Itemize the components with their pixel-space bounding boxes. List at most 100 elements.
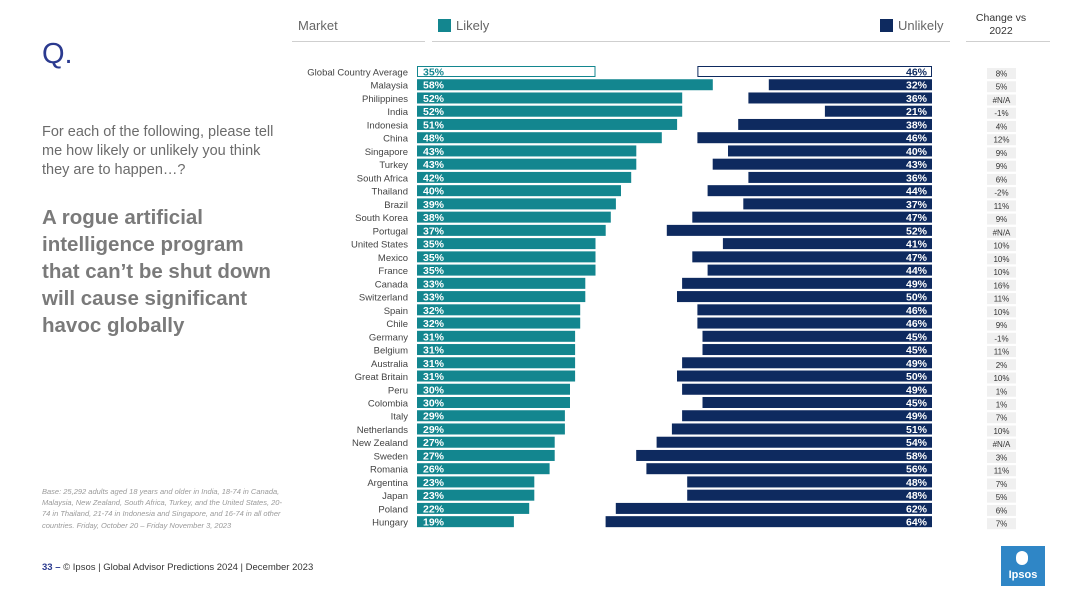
- change-value: 10%: [993, 255, 1009, 264]
- change-value: 5%: [996, 83, 1008, 92]
- change-box: [987, 226, 1016, 238]
- likely-value-label: 40%: [423, 186, 445, 198]
- header-rule-change: [966, 41, 1050, 42]
- likely-bar: [417, 277, 586, 289]
- likely-bar: [417, 79, 713, 91]
- unlikely-value-label: 49%: [906, 358, 928, 370]
- likely-bar: [417, 145, 637, 157]
- unlikely-value-label: 46%: [906, 133, 928, 145]
- unlikely-value-label: 49%: [906, 411, 928, 423]
- change-box: [987, 253, 1016, 265]
- change-value: #N/A: [993, 440, 1011, 449]
- change-value: -1%: [994, 109, 1008, 118]
- change-box: [987, 187, 1016, 199]
- market-label: Colombia: [368, 399, 409, 410]
- likely-bar: [417, 330, 576, 342]
- ipsos-logo-mark: [1016, 551, 1028, 565]
- market-label: Global Country Average: [307, 68, 408, 79]
- market-label: Brazil: [384, 200, 408, 211]
- change-value: 8%: [996, 70, 1008, 79]
- change-box: [987, 465, 1016, 477]
- change-box: [987, 68, 1016, 79]
- market-label: Australia: [371, 359, 409, 370]
- unlikely-bar: [682, 357, 932, 369]
- unlikely-value-label: 46%: [906, 67, 928, 79]
- change-value: 4%: [996, 122, 1008, 131]
- unlikely-value-label: 54%: [906, 437, 928, 449]
- unlikely-bar: [677, 291, 932, 303]
- change-value: 10%: [993, 308, 1009, 317]
- likely-bar: [417, 357, 576, 369]
- likely-bar: [417, 211, 611, 223]
- likely-value-label: 43%: [423, 159, 445, 171]
- likely-value-label: 27%: [423, 450, 445, 462]
- unlikely-bar: [692, 211, 932, 223]
- change-value: 9%: [996, 321, 1008, 330]
- unlikely-bar: [712, 158, 932, 170]
- unlikely-bar: [738, 118, 932, 130]
- change-box: [987, 491, 1016, 503]
- change-value: 2%: [996, 361, 1008, 370]
- likely-bar: [417, 476, 535, 488]
- likely-bar: [417, 397, 570, 408]
- likely-bar: [417, 105, 683, 117]
- likely-value-label: 39%: [423, 199, 445, 211]
- change-value: -2%: [994, 189, 1008, 198]
- market-label: Sweden: [374, 451, 408, 462]
- unlikely-value-label: 56%: [906, 464, 928, 476]
- unlikely-value-label: 36%: [906, 93, 928, 105]
- market-label: Singapore: [365, 147, 408, 158]
- change-box: [987, 332, 1016, 344]
- unlikely-value-label: 44%: [906, 265, 928, 277]
- unlikely-bar: [707, 185, 932, 197]
- footer: 33 – © Ipsos | Global Advisor Prediction…: [42, 562, 313, 573]
- likely-bar: [417, 118, 678, 130]
- change-box: [987, 306, 1016, 318]
- change-value: 11%: [994, 348, 1009, 357]
- unlikely-bar: [682, 410, 932, 422]
- unlikely-bar: [697, 66, 933, 77]
- likely-bar: [417, 516, 514, 528]
- likely-bar: [417, 410, 565, 422]
- market-label: United States: [351, 240, 408, 251]
- unlikely-value-label: 64%: [906, 517, 928, 529]
- unlikely-value-label: 46%: [906, 305, 928, 317]
- unlikely-value-label: 38%: [906, 119, 928, 131]
- unlikely-value-label: 36%: [906, 172, 928, 184]
- unlikely-bar: [697, 304, 932, 316]
- unlikely-bar: [615, 502, 932, 514]
- market-label: Great Britain: [355, 372, 408, 383]
- likely-value-label: 22%: [423, 503, 445, 515]
- likely-bar: [417, 344, 576, 356]
- market-label: Chile: [386, 319, 408, 330]
- change-value: 7%: [996, 480, 1008, 489]
- change-box: [987, 279, 1016, 291]
- market-label: New Zealand: [352, 438, 408, 449]
- likely-value-label: 23%: [423, 490, 445, 502]
- market-label: Argentina: [367, 478, 408, 489]
- likely-value-label: 29%: [423, 411, 445, 423]
- likely-value-label: 26%: [423, 464, 445, 476]
- question-text: For each of the following, please tell m…: [42, 124, 274, 178]
- change-box: [987, 504, 1016, 516]
- unlikely-bar: [677, 370, 932, 382]
- unlikely-bar: [728, 145, 932, 157]
- likely-bar: [417, 370, 576, 382]
- likely-value-label: 30%: [423, 398, 445, 410]
- header-unlikely: Unlikely: [898, 18, 944, 33]
- unlikely-bar: [702, 397, 932, 408]
- unlikely-bar: [707, 264, 932, 276]
- header-market: Market: [298, 18, 338, 33]
- likely-value-label: 35%: [423, 252, 445, 264]
- change-value: 6%: [996, 175, 1008, 184]
- market-label: Indonesia: [367, 120, 409, 131]
- change-value: 12%: [993, 136, 1009, 145]
- likely-value-label: 35%: [423, 265, 445, 277]
- likely-bar: [417, 158, 637, 170]
- change-box: [987, 478, 1016, 490]
- likely-value-label: 52%: [423, 106, 445, 118]
- likely-bar: [417, 66, 596, 77]
- change-box: [987, 451, 1016, 463]
- unlikely-bar: [636, 449, 932, 461]
- market-label: Hungary: [372, 518, 408, 529]
